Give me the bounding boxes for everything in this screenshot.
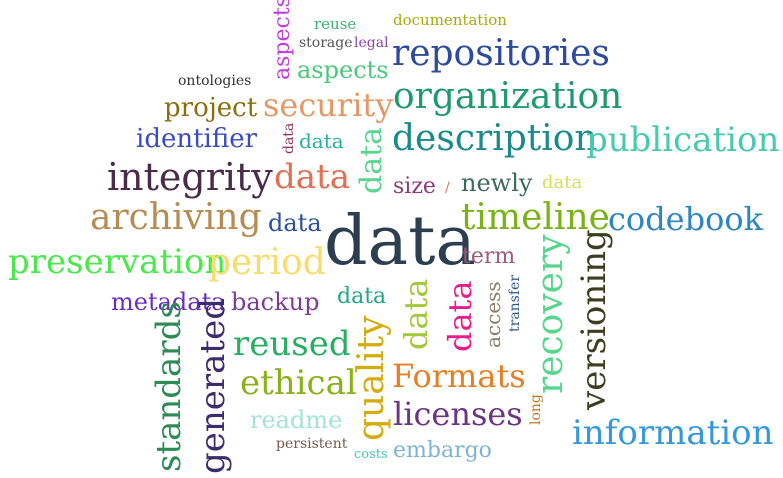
word-generated: generated xyxy=(193,298,233,474)
word-reused: reused xyxy=(233,324,351,364)
word-data-teal: data xyxy=(299,129,344,153)
word-information: information xyxy=(572,413,774,453)
word-data-mid: data xyxy=(337,284,387,309)
word-codebook: codebook xyxy=(608,200,764,238)
word-data-small-vertical: data xyxy=(281,122,297,154)
word-versioning: versioning xyxy=(574,229,614,410)
word-period: period xyxy=(208,242,326,283)
word-ethical: ethical xyxy=(240,363,357,403)
word-aspects: aspects xyxy=(297,56,389,84)
word-size: size xyxy=(393,174,436,199)
word-legal: legal xyxy=(354,35,389,51)
word-publication: publication xyxy=(586,120,780,160)
word-backup: backup xyxy=(231,288,320,316)
word-quality: quality xyxy=(351,315,392,441)
word-metadata: metadata xyxy=(111,288,226,316)
word-security: security xyxy=(263,86,394,124)
word-organization: organization xyxy=(393,76,623,117)
word-integrity: integrity xyxy=(107,155,273,199)
word-standards: standards xyxy=(149,301,189,472)
word-identifier: identifier xyxy=(136,124,258,154)
word-description: description xyxy=(392,118,598,159)
word-archiving: archiving xyxy=(90,197,262,238)
word-data-lime: data xyxy=(542,172,583,193)
word-preservation: preservation xyxy=(8,242,227,282)
word-storage: storage xyxy=(299,35,353,51)
word-recovery: recovery xyxy=(530,234,571,394)
divider-slash: / xyxy=(445,180,450,196)
word-timeline: timeline xyxy=(461,197,610,238)
word-long: long xyxy=(528,394,544,425)
word-data-teal-vertical: data xyxy=(397,278,435,351)
word-licenses: licenses xyxy=(393,395,523,433)
word-costs: costs xyxy=(354,447,388,462)
word-persistent: persistent xyxy=(276,436,348,452)
word-newly: newly xyxy=(461,169,533,197)
word-data-main: data xyxy=(324,202,476,281)
word-data-blue: data xyxy=(268,209,322,237)
word-readme: readme xyxy=(250,406,343,434)
word-aspects-vertical: aspects xyxy=(270,0,295,80)
word-repositories: repositories xyxy=(392,33,610,74)
word-data-pink-vertical: data xyxy=(441,280,479,353)
word-term: term xyxy=(462,244,516,269)
word-Formats: Formats xyxy=(392,357,526,395)
word-ontologies: ontologies xyxy=(178,73,252,89)
word-data-orange: data xyxy=(274,157,350,197)
word-project: project xyxy=(164,93,258,123)
word-transfer: transfer xyxy=(507,274,523,332)
word-reuse: reuse xyxy=(314,15,357,33)
word-data-green-vertical: data xyxy=(354,126,389,194)
word-access: access xyxy=(481,281,505,348)
word-documentation: documentation xyxy=(393,11,507,29)
word-embargo: embargo xyxy=(393,438,492,463)
